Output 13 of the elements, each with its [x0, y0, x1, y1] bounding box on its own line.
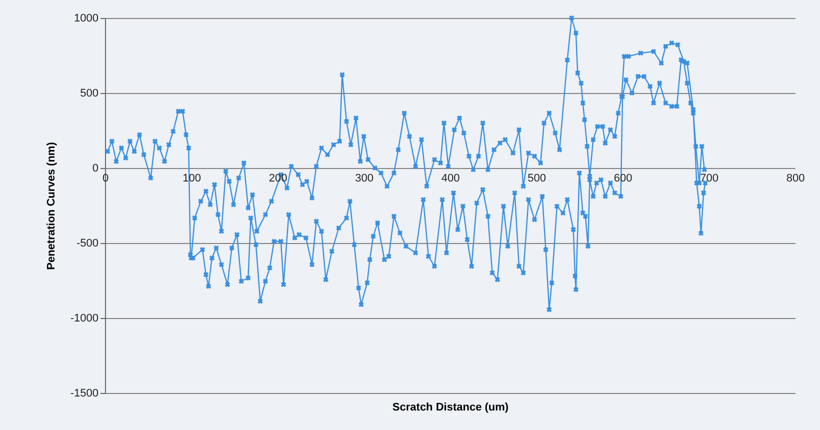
y-tick-label: -1500 — [70, 388, 98, 400]
y-tick-label: 500 — [80, 88, 98, 100]
x-tick-label: 500 — [528, 172, 546, 184]
y-tick-label: 1000 — [74, 12, 98, 24]
x-tick-label: 700 — [700, 172, 718, 184]
y-axis-title: Penetration Curves (nm) — [45, 142, 58, 270]
x-tick-label: 800 — [786, 172, 805, 184]
y-tick-label: 0 — [92, 162, 98, 174]
x-tick-label: 300 — [355, 172, 374, 184]
x-tick-label: 400 — [441, 172, 460, 184]
x-axis-title: Scratch Distance (um) — [392, 402, 509, 414]
y-tick-label: -1000 — [70, 312, 98, 324]
y-tick-label: -500 — [76, 238, 98, 250]
